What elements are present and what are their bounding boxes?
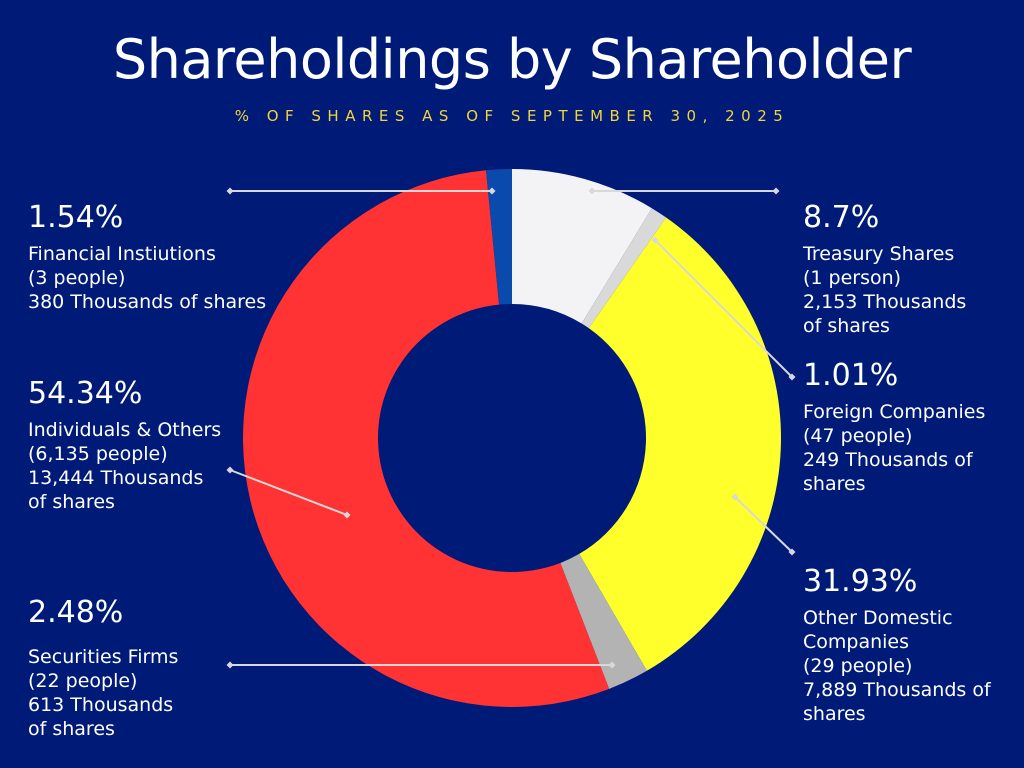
leader-dot xyxy=(488,187,496,195)
slice-other-domestic xyxy=(579,217,781,671)
pct-label: 31.93% xyxy=(803,564,918,599)
slice-detail: (22 people) 613 Thousands of shares xyxy=(28,670,174,740)
slice-foreign xyxy=(581,208,667,329)
slice-name: Securities Firms xyxy=(28,646,179,668)
pct-label: 1.01% xyxy=(803,358,899,393)
leader-line-other-domestic xyxy=(734,496,793,553)
slice-detail: (47 people) 249 Thousands of shares xyxy=(803,425,973,495)
slice-treasury xyxy=(512,169,652,324)
slice-detail: (1 person) 2,153 Thousands of shares xyxy=(803,267,967,337)
leader-dot xyxy=(731,493,739,501)
slice-detail: (3 people) 380 Thousands of shares xyxy=(28,267,267,313)
leader-dot xyxy=(226,187,234,195)
leader-dot xyxy=(608,661,616,669)
leader-line-individuals xyxy=(229,469,348,516)
label-foreign: 1.01% Foreign Companies (47 people) 249 T… xyxy=(803,334,985,496)
leader-dot xyxy=(772,187,780,195)
leader-dot xyxy=(343,511,351,519)
chart-title: Shareholdings by Shareholder xyxy=(112,28,912,91)
label-financial: 1.54% Financial Instiutions (3 people) 38… xyxy=(28,176,266,314)
leader-dot xyxy=(226,661,234,669)
slice-name: Individuals & Others xyxy=(28,419,222,441)
slice-individuals xyxy=(242,170,610,707)
slice-name: Foreign Companies xyxy=(803,401,986,423)
leader-dot xyxy=(788,548,796,556)
pct-label: 2.48% xyxy=(28,595,124,630)
leader-dot xyxy=(226,466,234,474)
leader-line-foreign xyxy=(654,239,793,378)
label-individuals: 54.34% Individuals & Others (6,135 people… xyxy=(28,352,221,514)
label-treasury: 8.7% Treasury Shares (1 person) 2,153 Tho… xyxy=(803,176,966,338)
leader-dot xyxy=(651,236,659,244)
label-securities: 2.48% Securities Firms (22 people) 613 Th… xyxy=(28,571,178,741)
slice-name: Financial Instiutions xyxy=(28,243,216,265)
pct-label: 8.7% xyxy=(803,200,880,235)
slice-securities xyxy=(560,553,647,689)
slice-name: Treasury Shares xyxy=(803,243,955,265)
slice-financial xyxy=(486,169,512,305)
chart-subtitle: % OF SHARES AS OF SEPTEMBER 30, 2025 xyxy=(234,107,790,125)
slice-detail: (29 people) 7,889 Thousands of shares xyxy=(803,655,991,725)
slice-name: Other Domestic Companies xyxy=(803,607,953,653)
pct-label: 1.54% xyxy=(28,200,124,235)
leader-dot xyxy=(588,187,596,195)
pct-label: 54.34% xyxy=(28,376,143,411)
leader-dot xyxy=(788,373,796,381)
label-other-domestic: 31.93% Other Domestic Companies (29 peopl… xyxy=(803,540,991,726)
slice-detail: (6,135 people) 13,444 Thousands of share… xyxy=(28,443,204,513)
